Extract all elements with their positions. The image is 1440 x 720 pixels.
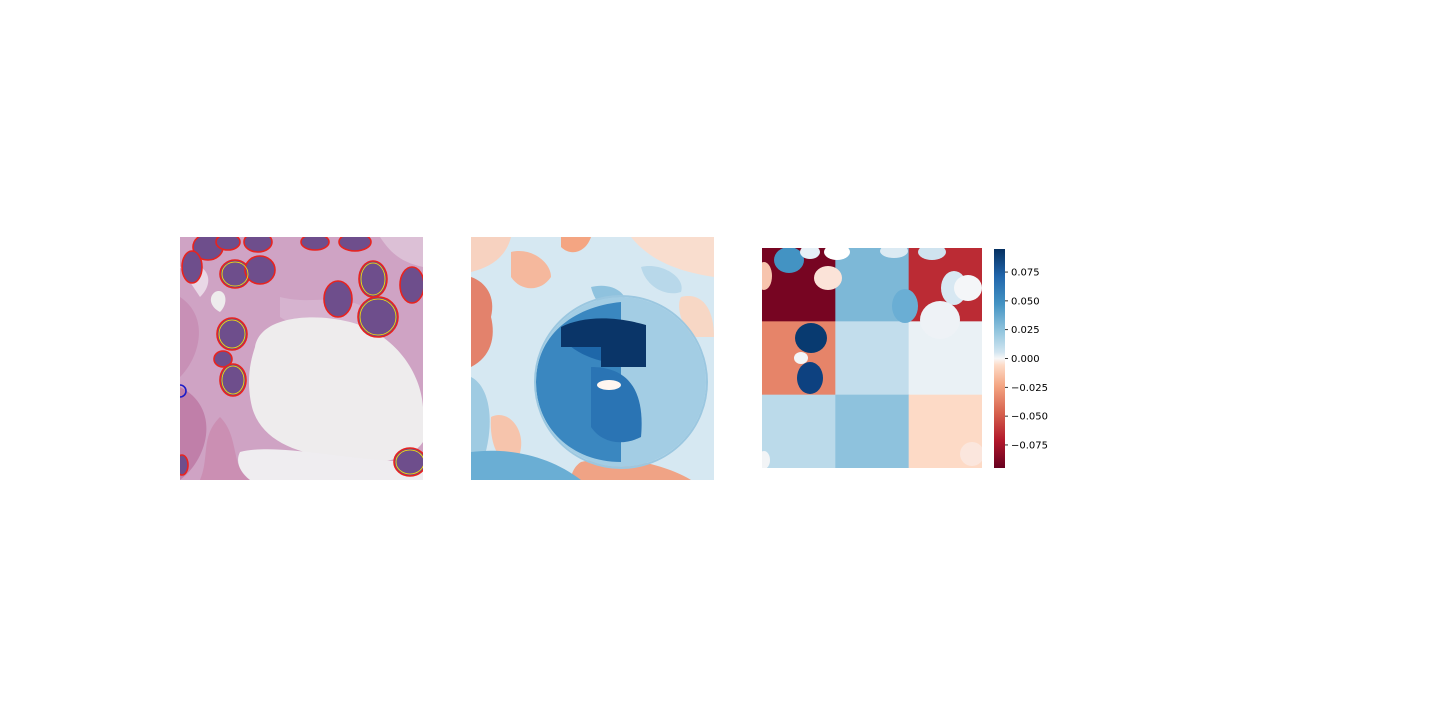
- colorbar-tick-label: 0.050: [1011, 296, 1040, 307]
- histology-image-panel: [180, 237, 423, 480]
- grid-attribution-map: [762, 248, 982, 468]
- colorbar-tick-label: −0.025: [1011, 383, 1048, 394]
- colorbar-tick-label: 0.025: [1011, 325, 1040, 336]
- attribution-map-panel: [471, 237, 714, 480]
- nucleus-overlays: [762, 248, 982, 468]
- grid-cell-2-1: [835, 394, 910, 468]
- grid-attribution-map-panel: [762, 248, 982, 468]
- colorbar-svg: 0.075 0.050 0.025 0.000 −0.025 −0.050 −0.075: [994, 249, 1048, 468]
- grid-cell-2-0: [762, 394, 836, 468]
- grid-cell-1-1: [835, 321, 910, 396]
- colorbar-tick-label: −0.050: [1011, 412, 1048, 423]
- colorbar: 0.075 0.050 0.025 0.000 −0.025 −0.050 −0.075: [994, 249, 1054, 468]
- histology-image: [180, 237, 423, 480]
- colorbar-tick-label: 0.075: [1011, 268, 1040, 279]
- colorbar-tick-label: 0.000: [1011, 354, 1040, 365]
- attribution-map: [471, 237, 714, 480]
- colorbar-tick-label: −0.075: [1011, 440, 1048, 451]
- colorbar-gradient: [994, 249, 1005, 468]
